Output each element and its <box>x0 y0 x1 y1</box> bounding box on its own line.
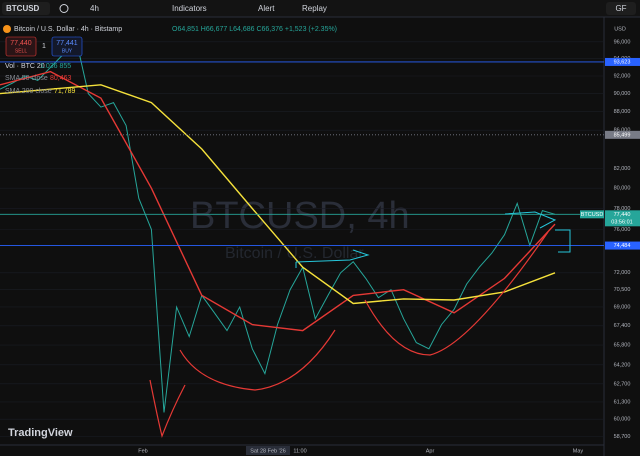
indicator-name: Vol · BTC 20 <box>5 63 45 70</box>
buy-price[interactable]: 77,441 <box>56 40 78 47</box>
drawing-arc <box>179 329 336 391</box>
drawing-cup <box>504 211 571 253</box>
price-line <box>0 36 556 413</box>
compare-icon[interactable] <box>59 4 69 13</box>
buy-label[interactable]: BUY <box>62 48 73 54</box>
alert-button[interactable]: Alert <box>258 4 275 13</box>
indicator-value: 1.036 855 <box>40 63 71 70</box>
price-tag-label: 93,623 <box>614 59 631 65</box>
indicator-value: 80,463 <box>50 75 72 82</box>
price-tag <box>605 210 640 227</box>
coin-icon <box>3 25 11 33</box>
buy-button[interactable] <box>51 36 83 57</box>
y-tick-label: 82,000 <box>614 166 631 172</box>
y-tick-label: 70,500 <box>614 287 631 293</box>
y-tick-label: 65,800 <box>614 343 631 349</box>
price-tag <box>605 241 640 250</box>
account[interactable]: GF <box>615 4 626 13</box>
indicator-value: 71,789 <box>54 88 76 95</box>
x-tick-label: Apr <box>426 448 435 454</box>
sell-label[interactable]: SELL <box>15 48 27 54</box>
indicators-button[interactable]: Indicators <box>172 4 207 13</box>
y-tick-label: 86,000 <box>614 128 631 134</box>
y-tick-label: 72,000 <box>614 270 631 276</box>
price-tag <box>605 130 640 139</box>
plot <box>0 36 604 438</box>
toolbar <box>0 0 640 17</box>
symbol-tag <box>580 210 604 219</box>
branding: TradingView <box>8 427 73 439</box>
y-tick-label: 69,000 <box>614 304 631 310</box>
y-tick-label: 90,000 <box>614 91 631 97</box>
y-tick-label: 58,700 <box>614 434 631 440</box>
y-tick-label: 64,200 <box>614 362 631 368</box>
y-tick-label: 78,000 <box>614 206 631 212</box>
legend-title: Bitcoin / U.S. Dollar · 4h · Bitstamp <box>14 26 122 33</box>
crosshair-date-box <box>246 446 290 455</box>
y-tick-label: 80,000 <box>614 186 631 192</box>
sell-button[interactable] <box>5 36 37 57</box>
y-tick-label: 62,700 <box>614 381 631 387</box>
indicator-name: SMA 50 close <box>5 75 48 82</box>
legend-ohlc: O64,851 H66,677 L64,686 C66,376 +1,523 (… <box>172 26 337 33</box>
replay-button[interactable]: Replay <box>302 4 327 13</box>
symbol-search[interactable] <box>2 2 50 15</box>
x-tick-label: Sat 28 Feb '26 <box>250 448 286 454</box>
y-tick-label: 76,000 <box>614 227 631 233</box>
x-tick-label: 11:00 <box>293 448 306 454</box>
y-tick-label: 96,000 <box>614 39 631 45</box>
spread: 1 <box>42 43 46 50</box>
x-tick-label: Feb <box>138 448 147 454</box>
symbol[interactable]: BTCUSD <box>6 4 40 13</box>
currency: USD <box>614 26 626 32</box>
drawing-cup <box>295 249 370 268</box>
y-tick-label: 60,000 <box>614 417 631 423</box>
price-tag-label: 85,499 <box>614 132 631 138</box>
x-tick-label: May <box>573 448 584 454</box>
price-tag <box>605 57 640 66</box>
drawing-arc <box>364 231 549 356</box>
price-tag-label: 74,484 <box>614 243 631 249</box>
watermark-symbol: BTCUSD, 4h <box>190 195 410 237</box>
account-button[interactable] <box>606 2 636 15</box>
moving-average <box>0 70 556 332</box>
symbol-tag-label: BTCUSD <box>581 212 604 218</box>
indicator-name: SMA 200 close <box>5 88 52 95</box>
moving-average <box>0 84 556 305</box>
y-tick-label: 88,000 <box>614 109 631 115</box>
y-tick-label: 61,300 <box>614 399 631 405</box>
y-tick-label: 92,000 <box>614 73 631 79</box>
watermark-description: Bitcoin / U.S. Dollar <box>225 245 364 262</box>
y-tick-label: 67,400 <box>614 323 631 329</box>
interval[interactable]: 4h <box>90 4 99 13</box>
price-tag-label: 77,440 <box>614 212 631 218</box>
sell-price[interactable]: 77,440 <box>10 40 32 47</box>
drawing-v <box>149 379 186 438</box>
countdown: 03:56:01 <box>611 219 632 225</box>
